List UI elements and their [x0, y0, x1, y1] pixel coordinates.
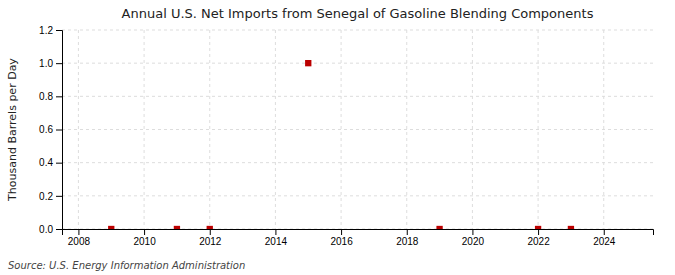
x-axis: 2008 2010 2012 2014 2016 2018 2020 2022 2024 [63, 229, 654, 247]
y-tick: 1.2 [39, 25, 62, 36]
point [436, 226, 442, 229]
grid-line-y [62, 129, 653, 130]
y-tick-label: 1.0 [39, 58, 53, 69]
x-tick-mark [144, 229, 145, 235]
x-tick-mark [275, 229, 276, 235]
x-tick: 2024 [593, 229, 616, 247]
y-tick-mark [56, 196, 62, 197]
x-tick: 2020 [462, 229, 485, 247]
plot-area: 2008201020122014201620182020202220240.00… [39, 25, 653, 247]
y-tick-label: 0.2 [39, 191, 53, 202]
grid-line-y [62, 30, 653, 31]
grid-line-x [144, 30, 145, 229]
x-tick-label: 2022 [527, 236, 550, 247]
source: Source: U.S. Energy Information Administ… [8, 260, 245, 271]
x-tick-mark [538, 229, 539, 235]
point [568, 226, 574, 229]
grid-line-x [275, 30, 276, 229]
x-tick-label: 2018 [396, 236, 419, 247]
grid-line-y [62, 162, 653, 163]
y-tick: 0.0 [39, 224, 62, 235]
y-tick-label: 0.0 [39, 224, 53, 235]
grid-line-y [62, 96, 653, 97]
y-tick: 0.4 [39, 157, 62, 168]
x-tick-mark [341, 229, 342, 235]
point [174, 226, 180, 229]
grid-line-y [62, 195, 653, 196]
x-tick-mark [210, 229, 211, 235]
y-tick-mark [56, 130, 62, 131]
x-tick-label: 2020 [462, 236, 485, 247]
x-tick-label: 2024 [593, 236, 616, 247]
y-tick-mark [56, 63, 62, 64]
marks [108, 60, 574, 229]
y-tick-mark [56, 30, 62, 31]
point [535, 226, 541, 229]
x-tick-mark [407, 229, 408, 235]
x-axis-line [63, 230, 654, 236]
x-tick-label: 2010 [133, 236, 156, 247]
y-tick-mark [56, 163, 62, 164]
y-axis-label: Thousand Barrels per Day [6, 58, 19, 202]
x-tick: 2012 [199, 229, 222, 247]
x-tick-label: 2014 [265, 236, 288, 247]
x-tick-mark [78, 229, 79, 235]
grid-line-y [62, 63, 653, 64]
y-tick-mark [56, 96, 62, 97]
y-tick: 0.6 [39, 124, 62, 135]
x-tick-mark [604, 229, 605, 235]
chart: 2008201020122014201620182020202220240.00… [0, 0, 675, 275]
y-tick-mark [56, 229, 62, 230]
x-tick: 2016 [330, 229, 353, 247]
x-tick: 2014 [265, 229, 288, 247]
x-tick-mark [472, 229, 473, 235]
y-tick: 1.0 [39, 58, 62, 69]
y-axis-line [56, 31, 63, 230]
x-tick-label: 2016 [330, 236, 353, 247]
y-tick: 0.8 [39, 91, 62, 102]
y-tick-label: 0.4 [39, 157, 53, 168]
point [305, 60, 311, 66]
x-tick: 2018 [396, 229, 419, 247]
y-axis: 0.0 0.2 0.4 0.6 0.8 1.0 1.2 [39, 25, 62, 235]
x-tick-label: 2008 [68, 236, 91, 247]
grid-line-x [78, 30, 79, 229]
grid [62, 30, 653, 229]
point [108, 226, 114, 229]
grid-line-x [209, 30, 210, 229]
title: Annual U.S. Net Imports from Senegal of … [122, 6, 594, 21]
y-tick-label: 1.2 [39, 25, 53, 36]
x-tick: 2010 [133, 229, 156, 247]
x-tick: 2022 [527, 229, 550, 247]
y-tick-label: 0.6 [39, 124, 53, 135]
point [207, 226, 213, 229]
y-tick-label: 0.8 [39, 91, 53, 102]
y-tick: 0.2 [39, 191, 62, 202]
x-tick: 2008 [68, 229, 91, 247]
x-tick-label: 2012 [199, 236, 222, 247]
